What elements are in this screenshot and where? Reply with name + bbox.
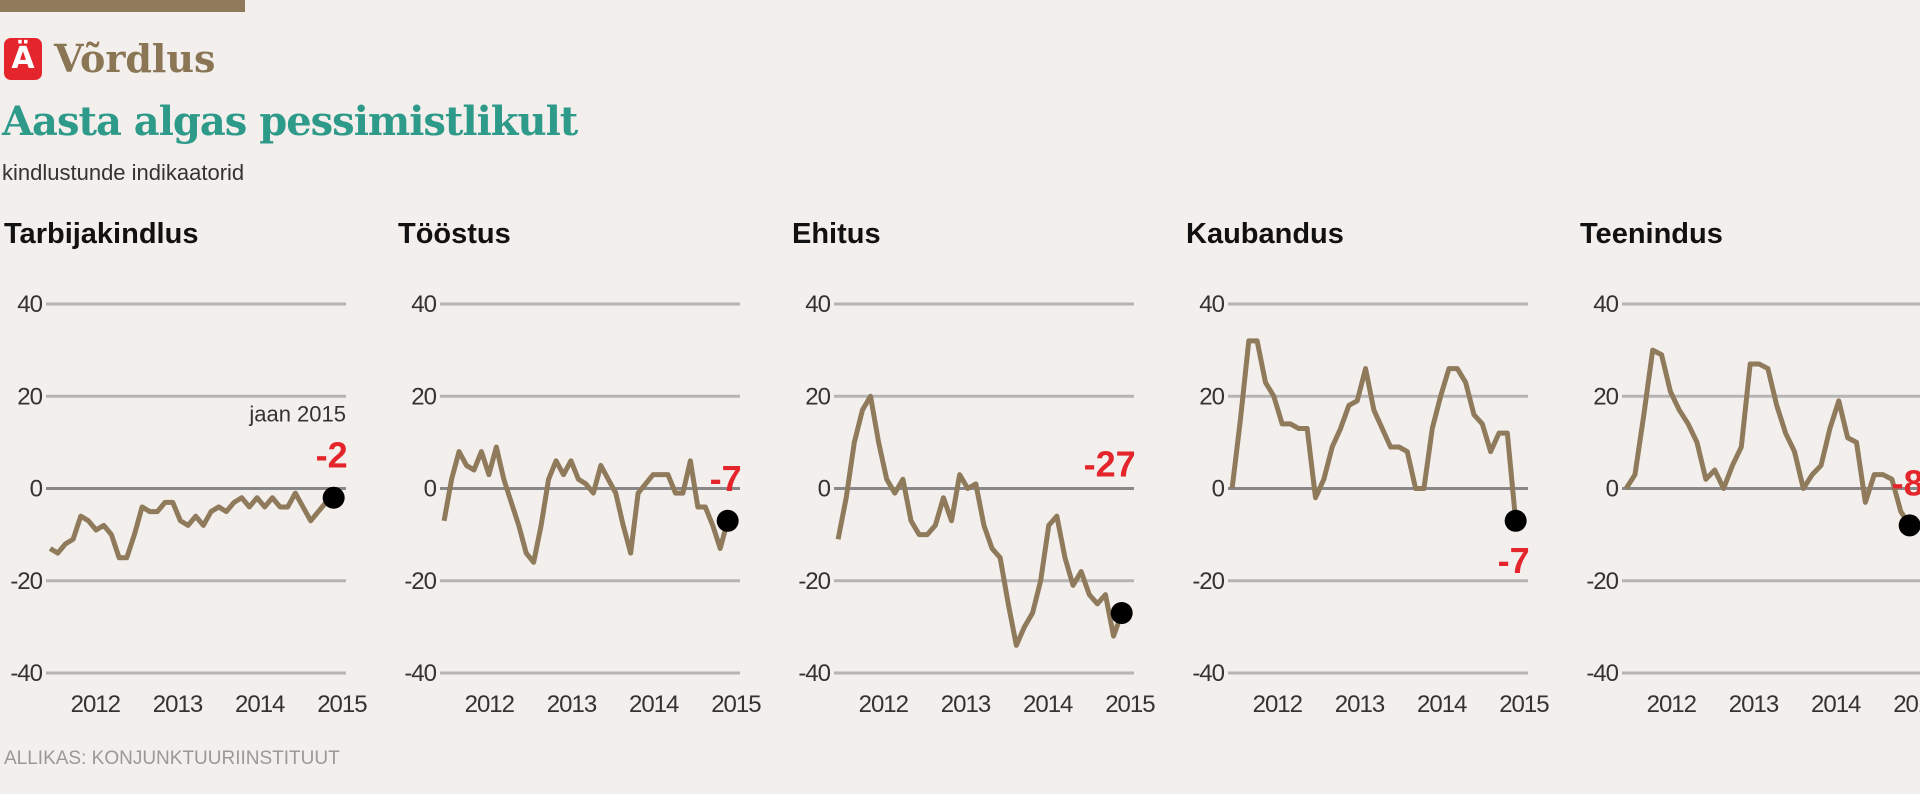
y-tick-label: -40 xyxy=(798,660,830,687)
x-tick-label: 2013 xyxy=(941,691,991,718)
chart-panel-tööstus: Tööstus 40 20 0 -20 -40 2012 2013 2014 2015 -7 xyxy=(394,212,788,732)
line-chart: 40 20 0 -20 -40 2012 2013 2014 2015 -8 xyxy=(1586,291,1920,718)
last-value-marker xyxy=(716,509,739,532)
date-annotation: jaan 2015 xyxy=(248,402,346,427)
x-tick-label: 2012 xyxy=(71,691,121,718)
y-tick-label: 40 xyxy=(17,291,42,318)
x-tick-label: 2015 xyxy=(1499,691,1549,718)
x-tick-label: 2012 xyxy=(1647,691,1697,718)
last-value-marker xyxy=(1110,602,1133,625)
x-tick-label: 2013 xyxy=(1335,691,1385,718)
y-tick-label: 0 xyxy=(1212,476,1225,503)
chart-panel-ehitus: Ehitus 40 20 0 -20 -40 2012 2013 2014 2015 -27 xyxy=(788,212,1182,732)
last-value-marker xyxy=(1504,509,1527,532)
source-note: ALLIKAS: KONJUNKTUURIINSTITUUT xyxy=(4,748,340,769)
x-tick-label: 2015 xyxy=(1893,691,1920,718)
y-tick-label: -20 xyxy=(1192,568,1224,595)
series-line xyxy=(48,490,335,561)
last-value-marker xyxy=(1898,514,1920,537)
x-tick-label: 2015 xyxy=(1105,691,1155,718)
last-value-label: -8 xyxy=(1892,462,1920,503)
y-tick-label: 40 xyxy=(1199,291,1224,318)
x-tick-label: 2014 xyxy=(1417,691,1467,718)
last-value-label: -7 xyxy=(710,458,742,499)
y-tick-label: -40 xyxy=(1586,660,1618,687)
series-line xyxy=(1624,347,1912,527)
chart-title: Aasta algas pessimistlikult xyxy=(2,98,578,145)
x-tick-label: 2014 xyxy=(629,691,679,718)
y-tick-label: -20 xyxy=(1586,568,1618,595)
x-tick-label: 2012 xyxy=(465,691,515,718)
last-value-label: -27 xyxy=(1084,444,1136,485)
x-tick-label: 2012 xyxy=(1253,691,1303,718)
x-tick-label: 2014 xyxy=(1023,691,1073,718)
y-tick-label: 0 xyxy=(818,476,831,503)
y-tick-label: -40 xyxy=(404,660,436,687)
y-tick-label: 40 xyxy=(805,291,830,318)
panel-title: Ehitus xyxy=(792,218,881,250)
y-tick-label: 20 xyxy=(1593,383,1618,410)
top-rule xyxy=(0,0,245,12)
line-chart: 40 20 0 -20 -40 2012 2013 2014 2015 -27 xyxy=(798,291,1156,718)
x-tick-label: 2013 xyxy=(547,691,597,718)
last-value-label: -2 xyxy=(316,435,348,476)
chart-panel-tarbijakindlus: Tarbijakindlus 40 20 0 -20 -40 2012 2013 2014 201… xyxy=(0,212,394,732)
y-tick-label: 20 xyxy=(17,383,42,410)
panel-title: Kaubandus xyxy=(1186,218,1344,250)
y-tick-label: -20 xyxy=(10,568,42,595)
line-chart: 40 20 0 -20 -40 2012 2013 2014 2015 -7 xyxy=(404,291,762,718)
series-line xyxy=(1229,338,1519,522)
y-tick-label: 0 xyxy=(1606,476,1619,503)
x-tick-label: 2014 xyxy=(1811,691,1861,718)
panel-title: Tööstus xyxy=(398,218,511,250)
series-line xyxy=(441,444,731,565)
series-line xyxy=(835,393,1125,648)
y-tick-label: 20 xyxy=(805,383,830,410)
y-tick-label: -40 xyxy=(10,660,42,687)
y-tick-label: 0 xyxy=(30,476,43,503)
y-tick-label: 0 xyxy=(424,476,437,503)
x-tick-label: 2012 xyxy=(859,691,909,718)
panel-title: Tarbijakindlus xyxy=(4,218,199,250)
section-kicker: Ä Võrdlus xyxy=(4,36,215,81)
section-label: Võrdlus xyxy=(54,36,216,81)
chart-panel-teenindus: Teenindus 40 20 0 -20 -40 2012 2013 2014 2015 -8 xyxy=(1576,212,1920,732)
x-tick-label: 2013 xyxy=(1729,691,1779,718)
x-tick-label: 2013 xyxy=(153,691,203,718)
y-tick-label: -20 xyxy=(798,568,830,595)
brand-logo-icon: Ä xyxy=(4,37,42,80)
y-tick-label: 20 xyxy=(1199,383,1224,410)
y-tick-label: 20 xyxy=(411,383,436,410)
x-tick-label: 2015 xyxy=(317,691,367,718)
y-tick-label: -40 xyxy=(1192,660,1224,687)
line-chart: 40 20 0 -20 -40 2012 2013 2014 2015 -7 xyxy=(1192,291,1550,718)
y-tick-label: -20 xyxy=(404,568,436,595)
last-value-marker xyxy=(322,486,345,509)
chart-subtitle: kindlustunde indikaatorid xyxy=(2,160,245,185)
x-tick-label: 2014 xyxy=(235,691,285,718)
y-tick-label: 40 xyxy=(411,291,436,318)
x-tick-label: 2015 xyxy=(711,691,761,718)
last-value-label: -7 xyxy=(1498,540,1530,581)
line-chart: 40 20 0 -20 -40 2012 2013 2014 2015 -2 jaan 2015 xyxy=(10,291,368,718)
y-tick-label: 40 xyxy=(1593,291,1618,318)
panel-title: Teenindus xyxy=(1580,218,1723,250)
chart-panel-kaubandus: Kaubandus 40 20 0 -20 -40 2012 2013 2014 2015 -7 xyxy=(1182,212,1576,732)
